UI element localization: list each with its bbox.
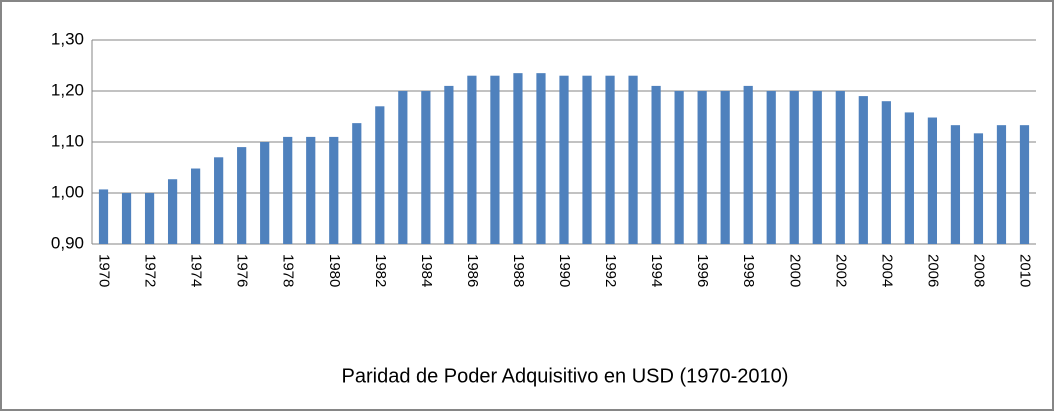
bar [329, 136, 339, 244]
bar [697, 91, 707, 244]
y-tick-label: 1,30 [51, 29, 84, 48]
bar [98, 189, 109, 244]
bar [927, 117, 937, 244]
y-tick-label: 1,00 [51, 182, 84, 201]
y-tick-label: 1,10 [51, 131, 84, 150]
x-tick-label: 1998 [740, 254, 757, 287]
bar [1019, 125, 1030, 244]
x-tick-label: 1982 [372, 254, 389, 287]
x-tick-label: 2000 [786, 254, 803, 287]
bar [144, 193, 155, 244]
x-tick-label: 1974 [188, 254, 205, 287]
x-tick-label: 1978 [280, 254, 297, 287]
y-tick-label: 1,20 [51, 80, 84, 99]
bar [812, 91, 822, 244]
bar [605, 75, 615, 244]
x-tick-label: 2006 [924, 254, 941, 287]
x-tick-label: 1986 [464, 254, 481, 287]
bar [835, 91, 845, 244]
bar [260, 142, 270, 244]
x-tick-label: 1988 [510, 254, 527, 287]
x-tick-label: 2004 [878, 254, 895, 287]
x-tick-label: 1976 [234, 254, 251, 287]
x-tick-label: 1990 [556, 254, 573, 287]
bar [352, 123, 362, 244]
bar [674, 91, 684, 244]
bar [996, 125, 1007, 244]
bar [191, 168, 201, 244]
bar [720, 91, 730, 244]
bar [167, 179, 178, 244]
bar [536, 73, 546, 245]
bar [789, 91, 799, 244]
x-tick-label: 1980 [326, 254, 343, 287]
bar [743, 85, 753, 245]
x-tick-label: 1992 [602, 254, 619, 287]
x-tick-label: 1984 [418, 254, 435, 287]
bar [121, 193, 132, 244]
bar [950, 125, 961, 244]
x-tick-label: 1994 [648, 254, 665, 287]
x-tick-label: 1972 [142, 254, 159, 287]
x-tick-label: 2010 [1017, 254, 1034, 287]
x-tick-label: 1970 [96, 254, 113, 287]
bar [306, 136, 316, 244]
bar [651, 85, 661, 245]
bar [283, 136, 293, 244]
bar [237, 147, 247, 244]
bar [513, 73, 523, 245]
bar [766, 91, 776, 244]
x-axis-label: Paridad de Poder Adquisitivo en USD (197… [342, 365, 789, 387]
bar [214, 157, 224, 244]
bar [858, 96, 868, 244]
bar [490, 75, 500, 244]
x-tick-label: 2008 [970, 254, 987, 287]
bar [559, 75, 569, 244]
bar [582, 75, 592, 244]
bar [375, 106, 385, 244]
bar [467, 75, 477, 244]
bar [904, 112, 914, 244]
bar [421, 91, 431, 244]
x-tick-label: 1996 [694, 254, 711, 287]
bar [973, 133, 984, 244]
bar [628, 75, 638, 244]
bar [398, 91, 408, 244]
bar [881, 101, 891, 244]
bar [444, 85, 454, 245]
x-tick-label: 2002 [832, 254, 849, 287]
y-tick-label: 0,90 [51, 233, 84, 252]
